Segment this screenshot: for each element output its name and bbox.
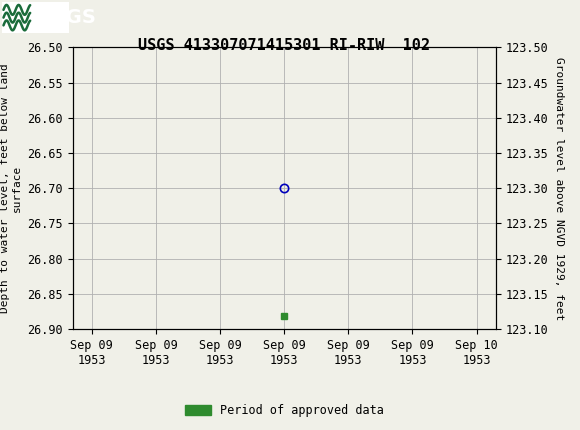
Y-axis label: Groundwater level above NGVD 1929, feet: Groundwater level above NGVD 1929, feet bbox=[554, 56, 564, 320]
Y-axis label: Depth to water level, feet below land
surface: Depth to water level, feet below land su… bbox=[0, 63, 21, 313]
Legend: Period of approved data: Period of approved data bbox=[180, 399, 389, 422]
Bar bbox=[2, 2, 69, 33]
Text: USGS: USGS bbox=[36, 8, 96, 27]
Text: USGS 413307071415301 RI-RIW  102: USGS 413307071415301 RI-RIW 102 bbox=[138, 38, 430, 52]
